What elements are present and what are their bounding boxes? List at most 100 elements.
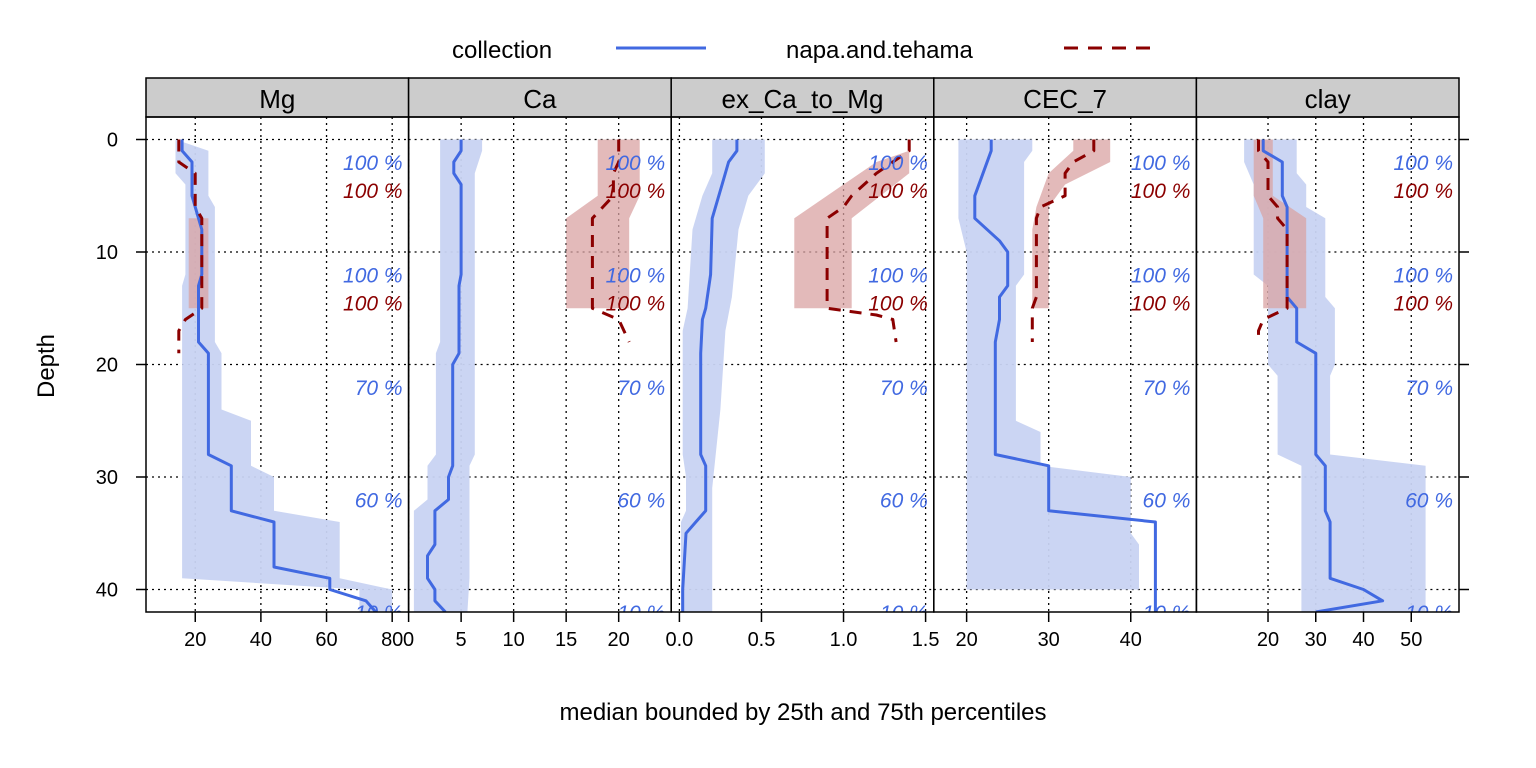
x-tick-label: 20 [956, 629, 978, 651]
strip-CEC_7 [933, 77, 1198, 118]
pct-annotation: 10 % [1405, 602, 1453, 625]
pct-annotation: 10 % [355, 602, 403, 625]
x-tick-label: 60 [315, 629, 337, 651]
y-axis-title: Depth [33, 334, 60, 398]
band-napa.and.tehama [794, 150, 910, 309]
strip-clay [1195, 77, 1460, 118]
strip-label-Ca: Ca [523, 84, 557, 114]
pct-annotation: 100 % [1131, 265, 1191, 288]
plot-area-Ca: 100 % 100 % 100 % 100 % 70 % 60 % 10 % [408, 117, 672, 625]
band-napa.and.tehama [1032, 139, 1111, 309]
legend-label-0: collection [452, 37, 552, 64]
pct-annotation: 100 % [1131, 293, 1191, 316]
pct-annotation: 10 % [880, 602, 928, 625]
y-tick-label: 0 [107, 130, 118, 152]
y-axis: 0 10 20 30 40 [96, 130, 1469, 602]
x-tick-label: 40 [1352, 629, 1374, 651]
pct-annotation: 70 % [1405, 377, 1453, 400]
x-tick-label: 1.5 [912, 629, 940, 651]
pct-annotation: 10 % [1143, 602, 1191, 625]
x-tick-label: 20 [1257, 629, 1279, 651]
pct-annotation: 70 % [617, 377, 665, 400]
strip-label-CEC_7: CEC_7 [1023, 84, 1107, 114]
pct-annotation: 60 % [1143, 490, 1191, 513]
x-tick-label: 30 [1305, 629, 1327, 651]
panel-Mg: Mg 100 % 100 % 100 % 100 % 70 % 60 % 10 % 20 40 60… [145, 77, 410, 651]
pct-annotation: 100 % [343, 265, 403, 288]
pct-annotation: 70 % [355, 377, 403, 400]
median-line-collection [681, 139, 739, 612]
pct-annotation: 100 % [1393, 152, 1453, 175]
pct-annotation: 60 % [617, 490, 665, 513]
band-collection [175, 139, 393, 612]
pct-annotation: 100 % [868, 152, 928, 175]
x-tick-label: 50 [1400, 629, 1422, 651]
strip-label-ex_Ca_to_Mg: ex_Ca_to_Mg [722, 84, 884, 114]
panels: Mg 100 % 100 % 100 % 100 % 70 % 60 % 10 % 20 40 60… [145, 77, 1460, 651]
median-line-collection [180, 139, 377, 612]
pct-annotation: 100 % [606, 152, 666, 175]
plot-area-Mg: 100 % 100 % 100 % 100 % 70 % 60 % 10 % [146, 117, 409, 625]
pct-annotation: 100 % [1393, 293, 1453, 316]
pct-annotation: 100 % [343, 180, 403, 203]
panel-CEC_7: CEC_7 100 % 100 % 100 % 100 % 70 % 60 % 10 % 20 3… [933, 77, 1198, 651]
pct-annotation: 60 % [1405, 490, 1453, 513]
band-napa.and.tehama [566, 139, 640, 309]
x-tick-label: 80 [381, 629, 403, 651]
band-collection [958, 139, 1139, 590]
y-tick-label: 20 [96, 355, 118, 377]
x-axis-title: median bounded by 25th and 75th percenti… [559, 699, 1046, 726]
pct-annotation: 100 % [868, 293, 928, 316]
pct-annotation: 100 % [606, 180, 666, 203]
x-tick-label: 20 [608, 629, 630, 651]
x-tick-label: 40 [1120, 629, 1142, 651]
pct-annotation: 100 % [1393, 180, 1453, 203]
plot-area-CEC_7: 100 % 100 % 100 % 100 % 70 % 60 % 10 % [933, 117, 1197, 625]
x-tick-label: 40 [250, 629, 272, 651]
pct-annotation: 10 % [617, 602, 665, 625]
y-tick-label: 40 [96, 580, 118, 602]
median-line-napa.and.tehama [825, 139, 911, 343]
band-collection [681, 139, 765, 612]
y-tick-label: 30 [96, 467, 118, 489]
median-line-napa.and.tehama [177, 139, 204, 354]
y-tick-label: 10 [96, 242, 118, 264]
pct-annotation: 60 % [355, 490, 403, 513]
x-tick-label: 30 [1038, 629, 1060, 651]
pct-annotation: 100 % [1393, 265, 1453, 288]
x-tick-label: 0.0 [666, 629, 694, 651]
median-line-napa.and.tehama [1257, 139, 1289, 342]
plot-area-ex_Ca_to_Mg: 100 % 100 % 100 % 100 % 70 % 60 % 10 % [671, 117, 934, 625]
x-tick-label: 1.0 [830, 629, 858, 651]
panel-Ca: Ca 100 % 100 % 100 % 100 % 70 % 60 % 10 % 0 5 10 15… [403, 77, 672, 651]
x-tick-label: 20 [184, 629, 206, 651]
legend-label-1: napa.and.tehama [786, 37, 973, 64]
band-collection [413, 139, 483, 612]
pct-annotation: 70 % [1143, 377, 1191, 400]
legend: collection napa.and.tehama [452, 37, 1150, 64]
x-tick-label: 0.5 [748, 629, 776, 651]
median-line-napa.and.tehama [1030, 139, 1096, 342]
strip-label-Mg: Mg [259, 84, 295, 114]
median-line-collection [426, 139, 463, 612]
median-line-collection [1261, 139, 1385, 612]
plot-area-clay: 100 % 100 % 100 % 100 % 70 % 60 % 10 % [1196, 117, 1459, 625]
x-tick-label: 0 [403, 629, 414, 651]
pct-annotation: 70 % [880, 377, 928, 400]
pct-annotation: 100 % [1131, 152, 1191, 175]
band-napa.and.tehama [188, 218, 209, 309]
pct-annotation: 100 % [606, 265, 666, 288]
pct-annotation: 60 % [880, 490, 928, 513]
median-line-collection [973, 139, 1157, 612]
median-line-napa.and.tehama [590, 139, 631, 343]
x-tick-label: 15 [555, 629, 577, 651]
pct-annotation: 100 % [1131, 180, 1191, 203]
strip-label-clay: clay [1305, 84, 1351, 114]
pct-annotation: 100 % [343, 293, 403, 316]
pct-annotation: 100 % [606, 293, 666, 316]
pct-annotation: 100 % [343, 152, 403, 175]
panel-clay: clay 100 % 100 % 100 % 100 % 70 % 60 % 10 % 20 30… [1195, 77, 1460, 651]
pct-annotation: 100 % [868, 180, 928, 203]
